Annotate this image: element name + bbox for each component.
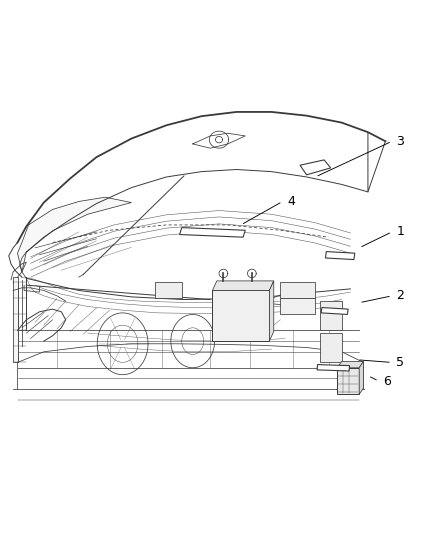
Polygon shape	[359, 361, 364, 394]
Polygon shape	[337, 368, 359, 394]
Polygon shape	[317, 365, 350, 371]
Polygon shape	[320, 301, 342, 330]
Text: 1: 1	[396, 225, 404, 238]
Polygon shape	[155, 282, 182, 298]
Polygon shape	[300, 160, 331, 175]
Text: 3: 3	[396, 135, 404, 148]
Polygon shape	[321, 308, 348, 314]
Polygon shape	[212, 290, 269, 341]
Polygon shape	[13, 277, 18, 362]
Text: 2: 2	[396, 289, 404, 302]
Polygon shape	[180, 228, 245, 237]
Text: 6: 6	[383, 375, 391, 387]
Polygon shape	[18, 197, 131, 272]
Polygon shape	[212, 281, 274, 290]
Text: 4: 4	[287, 195, 295, 208]
Polygon shape	[320, 333, 342, 362]
Polygon shape	[337, 361, 364, 368]
Polygon shape	[280, 298, 315, 314]
Polygon shape	[269, 281, 274, 341]
Polygon shape	[325, 252, 355, 260]
Polygon shape	[280, 282, 315, 298]
Text: 5: 5	[396, 356, 404, 369]
